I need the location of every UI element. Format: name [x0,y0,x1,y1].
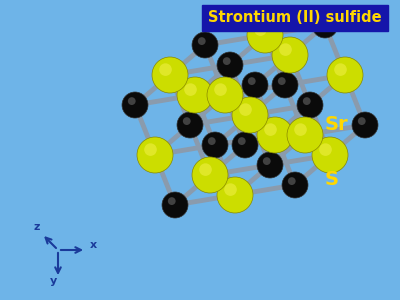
Circle shape [282,172,308,198]
Circle shape [238,137,246,145]
Circle shape [199,163,212,176]
Circle shape [257,117,293,153]
Circle shape [278,77,286,85]
Circle shape [334,63,347,76]
Circle shape [192,157,228,193]
Circle shape [294,123,307,136]
Text: x: x [90,240,97,250]
Circle shape [223,57,231,65]
Circle shape [217,52,243,78]
Circle shape [272,37,308,73]
Circle shape [183,117,191,125]
Circle shape [144,143,157,156]
Circle shape [137,137,173,173]
Circle shape [247,17,283,53]
Circle shape [312,137,348,173]
Circle shape [207,77,243,113]
Circle shape [264,123,277,136]
Circle shape [358,117,366,125]
Circle shape [287,117,323,153]
Text: Sr: Sr [325,115,349,134]
Circle shape [352,112,378,138]
Circle shape [184,83,197,96]
Text: S: S [325,170,339,189]
Circle shape [297,92,323,118]
Circle shape [128,97,136,105]
Circle shape [254,23,267,36]
Circle shape [162,192,188,218]
Circle shape [279,43,292,56]
Circle shape [239,103,252,116]
Circle shape [168,197,176,205]
Circle shape [232,97,268,133]
Circle shape [224,183,237,196]
Circle shape [177,112,203,138]
Circle shape [272,72,298,98]
Circle shape [312,12,338,38]
Circle shape [303,97,311,105]
Circle shape [319,143,332,156]
Circle shape [263,157,271,165]
Text: y: y [50,276,57,286]
Circle shape [202,132,228,158]
Circle shape [318,17,326,25]
Circle shape [192,32,218,58]
Text: Strontium (II) sulfide: Strontium (II) sulfide [208,11,382,26]
Circle shape [257,152,283,178]
Text: z: z [34,222,40,232]
Circle shape [327,57,363,93]
Circle shape [152,57,188,93]
Circle shape [122,92,148,118]
Circle shape [248,77,256,85]
Circle shape [232,132,258,158]
Circle shape [208,137,216,145]
Circle shape [159,63,172,76]
Circle shape [288,177,296,185]
Circle shape [242,72,268,98]
Circle shape [198,37,206,45]
Circle shape [217,177,253,213]
Circle shape [214,83,227,96]
Circle shape [177,77,213,113]
